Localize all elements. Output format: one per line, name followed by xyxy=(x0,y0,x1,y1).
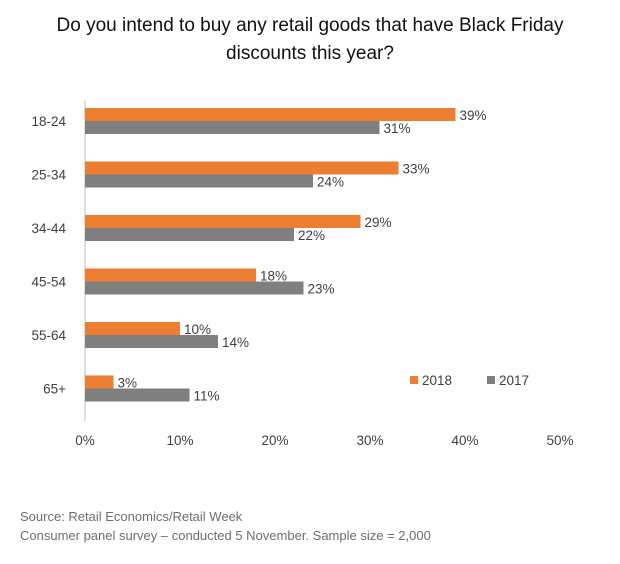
bar-2017-34-44 xyxy=(85,228,294,241)
chart-title: Do you intend to buy any retail goods th… xyxy=(0,12,620,68)
category-label-18-24: 18-24 xyxy=(31,114,66,129)
legend-label-2018: 2018 xyxy=(422,373,452,388)
chart-title-line-2: discounts this year? xyxy=(226,43,394,64)
bar-2017-45-54 xyxy=(85,281,304,295)
category-label-55-64: 55-64 xyxy=(31,328,66,343)
x-tick-label-10: 10% xyxy=(166,433,193,448)
bar-2018-25-34 xyxy=(85,161,399,175)
x-tick-label-50: 50% xyxy=(546,433,573,448)
bar-2018-55-64 xyxy=(85,322,180,335)
data-label-2017-55-64: 14% xyxy=(222,335,249,350)
chart-title-line-1: Do you intend to buy any retail goods th… xyxy=(56,15,564,36)
x-tick-label-30: 30% xyxy=(356,433,383,448)
data-label-2018-34-44: 29% xyxy=(365,215,392,230)
bar-2018-65 xyxy=(85,375,114,389)
data-label-2017-18-24: 31% xyxy=(384,121,411,136)
x-tick-label-40: 40% xyxy=(451,433,478,448)
category-label-45-54: 45-54 xyxy=(31,275,66,290)
data-label-2017-65: 11% xyxy=(194,389,220,404)
data-label-2017-34-44: 22% xyxy=(298,228,325,243)
bar-2017-18-24 xyxy=(85,121,380,134)
legend-swatch-2017 xyxy=(487,376,495,384)
bar-2017-65 xyxy=(85,388,190,402)
data-label-2018-65: 3% xyxy=(118,376,138,391)
data-label-2018-55-64: 10% xyxy=(184,322,211,337)
source-line-2: Consumer panel survey – conducted 5 Nove… xyxy=(20,528,431,543)
source-note: Source: Retail Economics/Retail Week Con… xyxy=(20,507,431,545)
legend-swatch-2018 xyxy=(410,376,418,384)
category-label-65: 65+ xyxy=(43,382,66,397)
bar-2018-18-24 xyxy=(85,108,456,121)
data-label-2018-18-24: 39% xyxy=(460,108,487,123)
x-tick-label-20: 20% xyxy=(261,433,288,448)
legend-label-2017: 2017 xyxy=(499,373,529,388)
data-label-2017-25-34: 24% xyxy=(317,175,344,190)
source-line-1: Source: Retail Economics/Retail Week xyxy=(20,509,243,524)
bar-2017-25-34 xyxy=(85,174,313,188)
data-label-2018-45-54: 18% xyxy=(260,269,287,284)
data-label-2018-25-34: 33% xyxy=(403,162,430,177)
bar-2018-34-44 xyxy=(85,215,361,228)
x-tick-label-0: 0% xyxy=(75,433,95,448)
bar-2017-55-64 xyxy=(85,335,218,348)
category-label-25-34: 25-34 xyxy=(31,168,66,183)
data-label-2017-45-54: 23% xyxy=(308,282,335,297)
category-label-34-44: 34-44 xyxy=(31,221,66,236)
bar-2018-45-54 xyxy=(85,268,256,282)
